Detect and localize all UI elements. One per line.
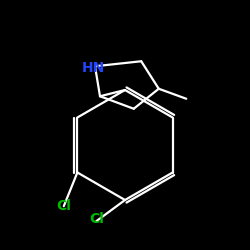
Text: Cl: Cl: [89, 212, 104, 226]
Text: HN: HN: [82, 60, 106, 74]
Text: Cl: Cl: [56, 199, 71, 213]
